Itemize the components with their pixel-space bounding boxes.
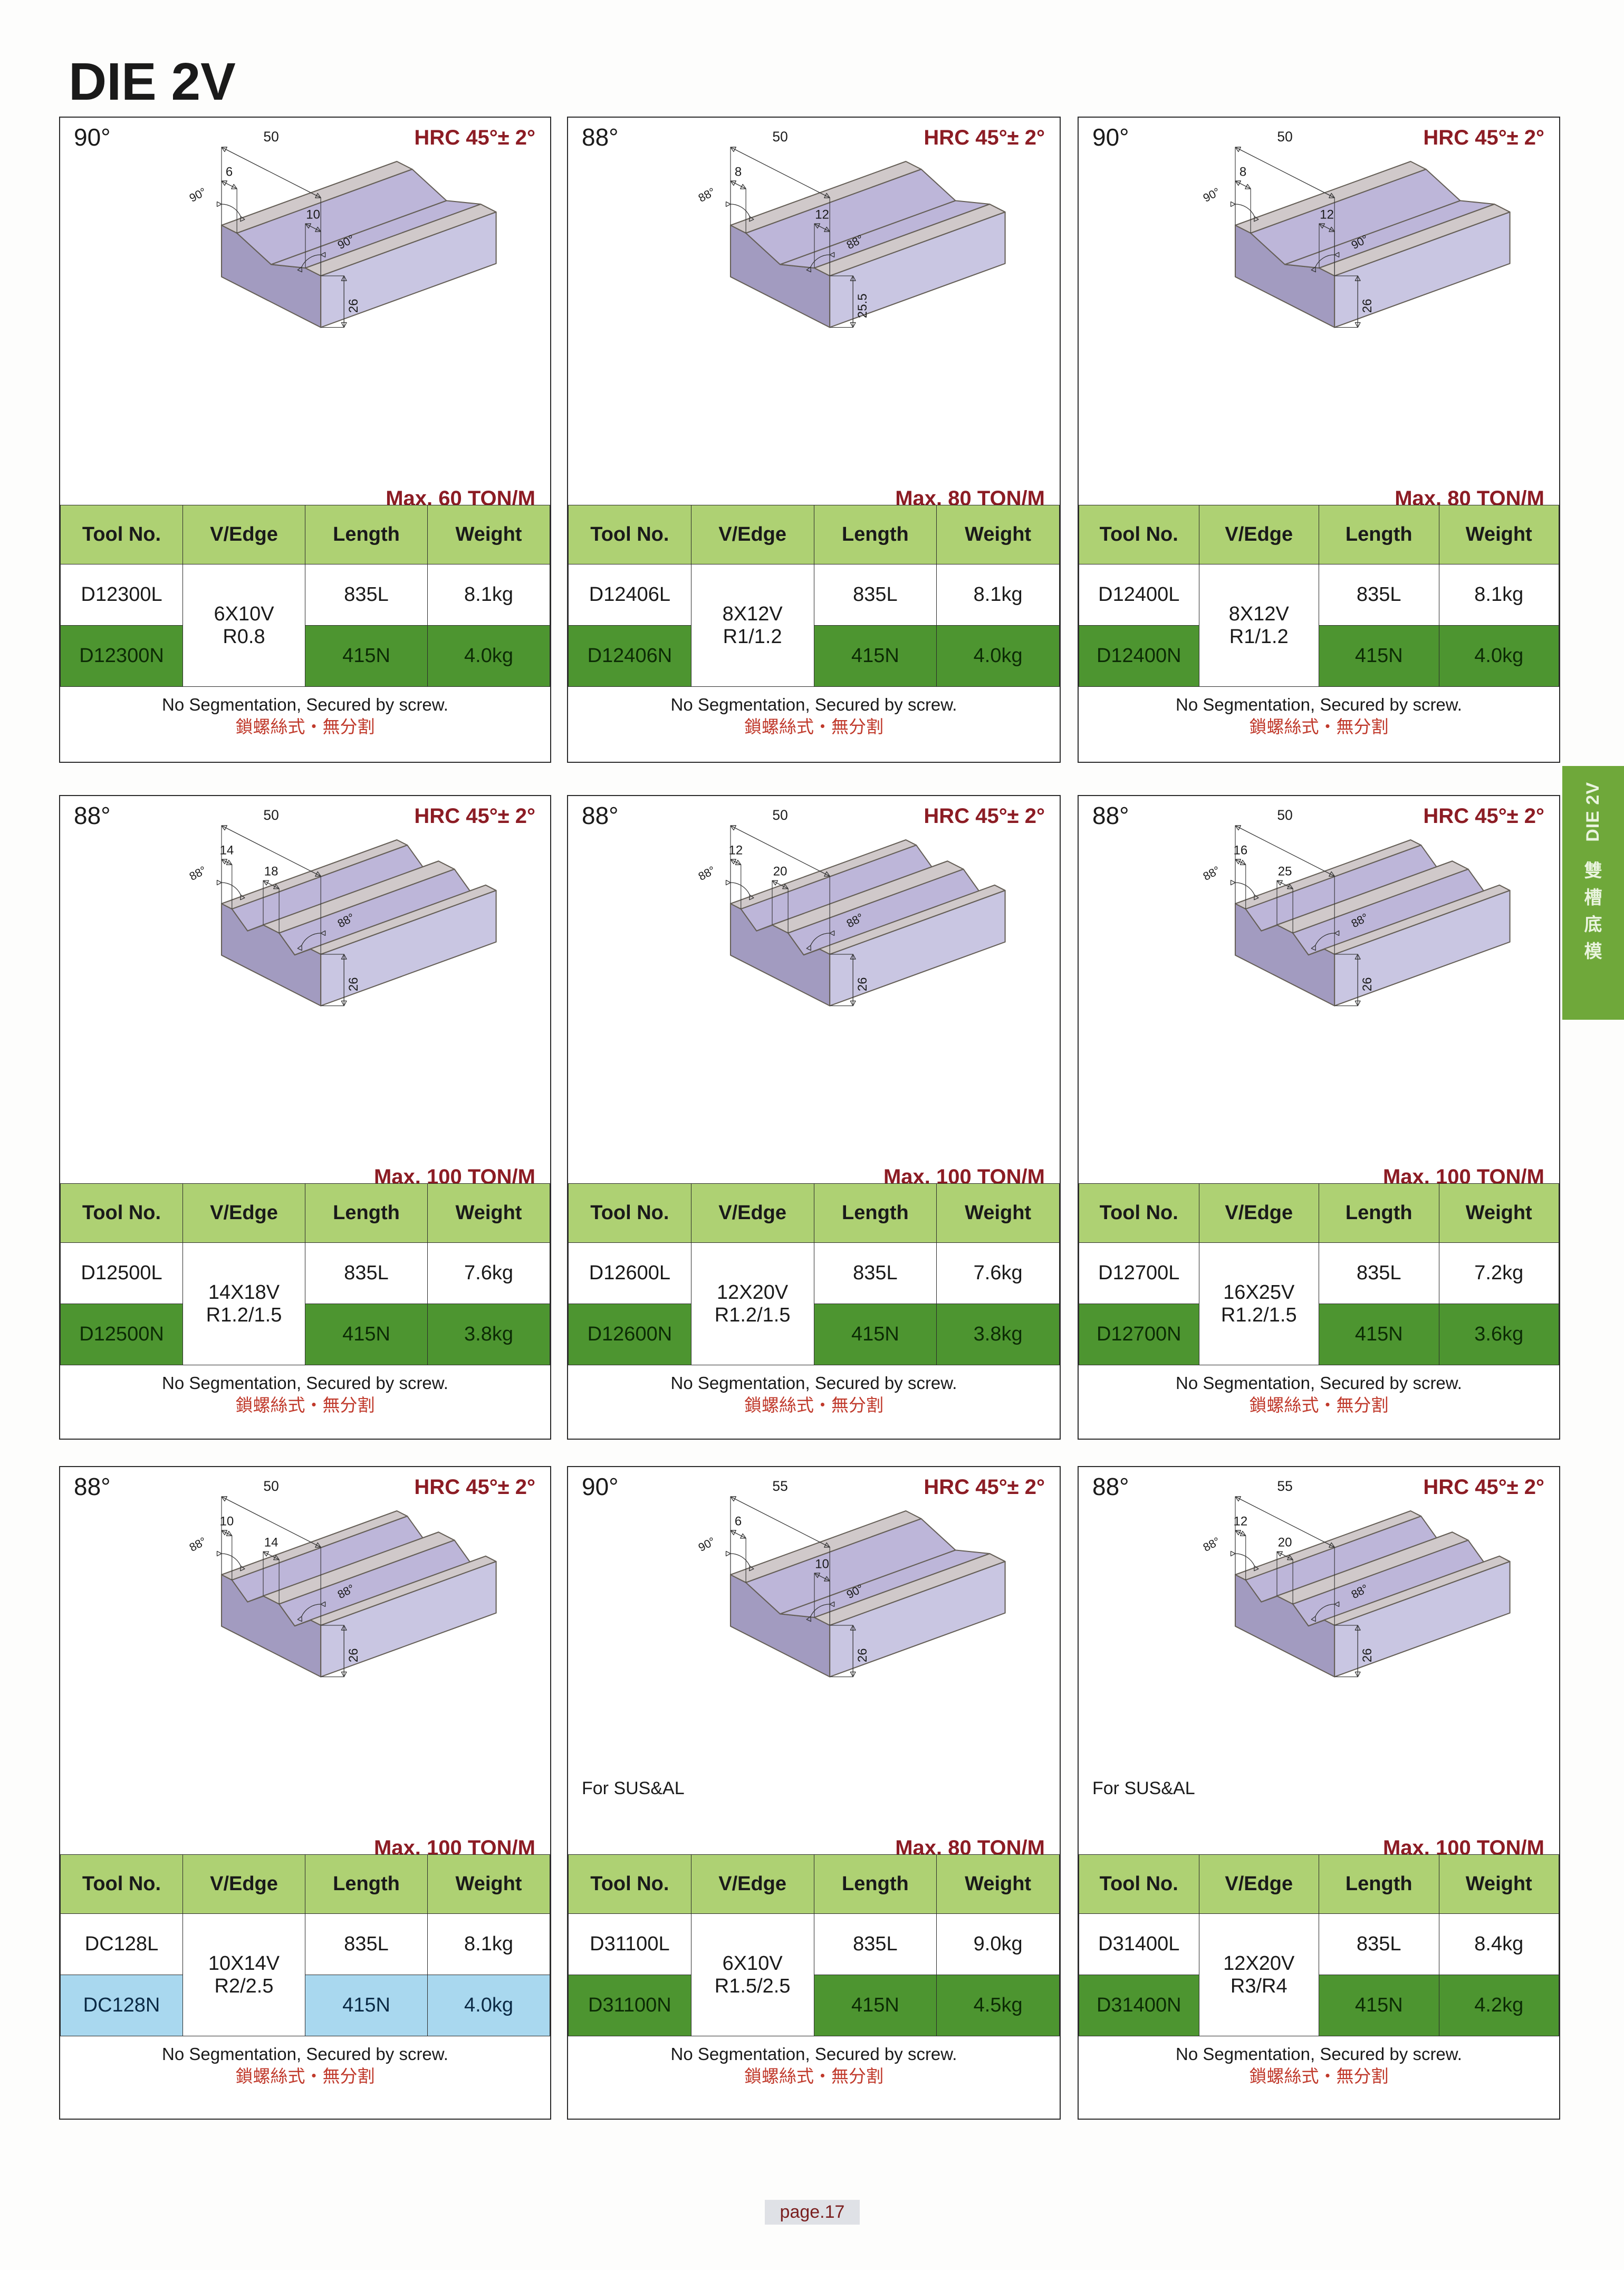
svg-text:55: 55	[772, 1478, 787, 1494]
svg-text:12: 12	[815, 207, 829, 222]
svg-text:26: 26	[856, 977, 870, 991]
svg-text:50: 50	[263, 807, 278, 823]
svg-text:88°: 88°	[1201, 863, 1223, 883]
svg-text:10: 10	[815, 1557, 829, 1571]
svg-text:50: 50	[772, 129, 787, 145]
svg-text:10: 10	[306, 207, 320, 222]
svg-text:20: 20	[773, 865, 787, 879]
svg-text:55: 55	[1277, 1478, 1292, 1494]
svg-text:20: 20	[1278, 1536, 1292, 1550]
svg-text:12: 12	[1320, 207, 1334, 222]
svg-text:26: 26	[1360, 1648, 1375, 1662]
svg-text:88°: 88°	[696, 185, 718, 204]
svg-text:14: 14	[264, 1536, 278, 1550]
svg-text:26: 26	[1360, 977, 1375, 991]
svg-text:88°: 88°	[187, 1534, 209, 1554]
svg-text:26: 26	[347, 1648, 361, 1662]
svg-text:25: 25	[1278, 865, 1292, 879]
svg-text:6: 6	[226, 165, 233, 179]
svg-text:88°: 88°	[187, 863, 209, 883]
svg-text:26: 26	[856, 1648, 870, 1662]
svg-text:26: 26	[1360, 299, 1375, 313]
svg-text:90°: 90°	[187, 185, 209, 204]
svg-text:8: 8	[1239, 165, 1246, 179]
svg-text:50: 50	[263, 129, 278, 145]
svg-text:50: 50	[263, 1478, 278, 1494]
svg-text:26: 26	[347, 299, 361, 313]
svg-text:18: 18	[264, 865, 278, 879]
svg-text:88°: 88°	[696, 863, 718, 883]
svg-text:25.5: 25.5	[856, 293, 870, 318]
svg-text:26: 26	[347, 977, 361, 991]
svg-text:50: 50	[1277, 807, 1292, 823]
svg-text:90°: 90°	[1201, 185, 1223, 204]
svg-text:88°: 88°	[1201, 1534, 1223, 1554]
svg-text:50: 50	[772, 807, 787, 823]
svg-text:90°: 90°	[696, 1534, 718, 1554]
svg-text:8: 8	[735, 165, 742, 179]
svg-text:6: 6	[735, 1514, 742, 1528]
svg-text:50: 50	[1277, 129, 1292, 145]
